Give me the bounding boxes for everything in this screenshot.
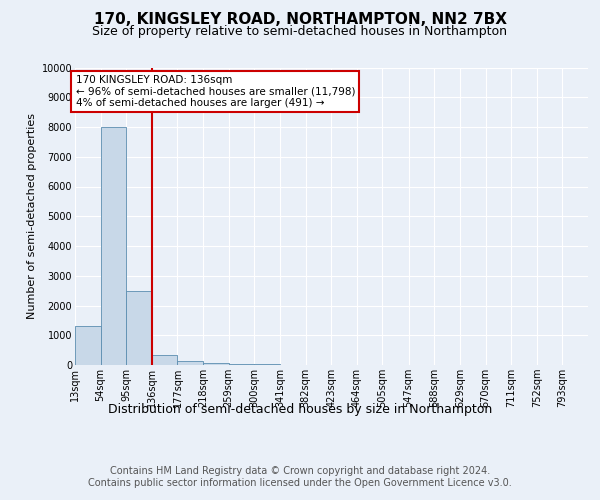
Bar <box>229 364 254 365</box>
Text: Contains HM Land Registry data © Crown copyright and database right 2024.: Contains HM Land Registry data © Crown c… <box>110 466 490 476</box>
Y-axis label: Number of semi-detached properties: Number of semi-detached properties <box>28 114 37 320</box>
Text: 170, KINGSLEY ROAD, NORTHAMPTON, NN2 7BX: 170, KINGSLEY ROAD, NORTHAMPTON, NN2 7BX <box>94 12 506 28</box>
Text: 170 KINGSLEY ROAD: 136sqm
← 96% of semi-detached houses are smaller (11,798)
4% : 170 KINGSLEY ROAD: 136sqm ← 96% of semi-… <box>76 75 355 108</box>
Bar <box>75 326 101 365</box>
Bar <box>178 361 203 365</box>
Bar <box>203 362 229 365</box>
Text: Size of property relative to semi-detached houses in Northampton: Size of property relative to semi-detach… <box>92 25 508 38</box>
Text: Distribution of semi-detached houses by size in Northampton: Distribution of semi-detached houses by … <box>108 402 492 415</box>
Bar <box>152 354 178 365</box>
Bar <box>126 290 152 365</box>
Bar <box>254 364 280 365</box>
Bar <box>101 127 126 365</box>
Text: Contains public sector information licensed under the Open Government Licence v3: Contains public sector information licen… <box>88 478 512 488</box>
